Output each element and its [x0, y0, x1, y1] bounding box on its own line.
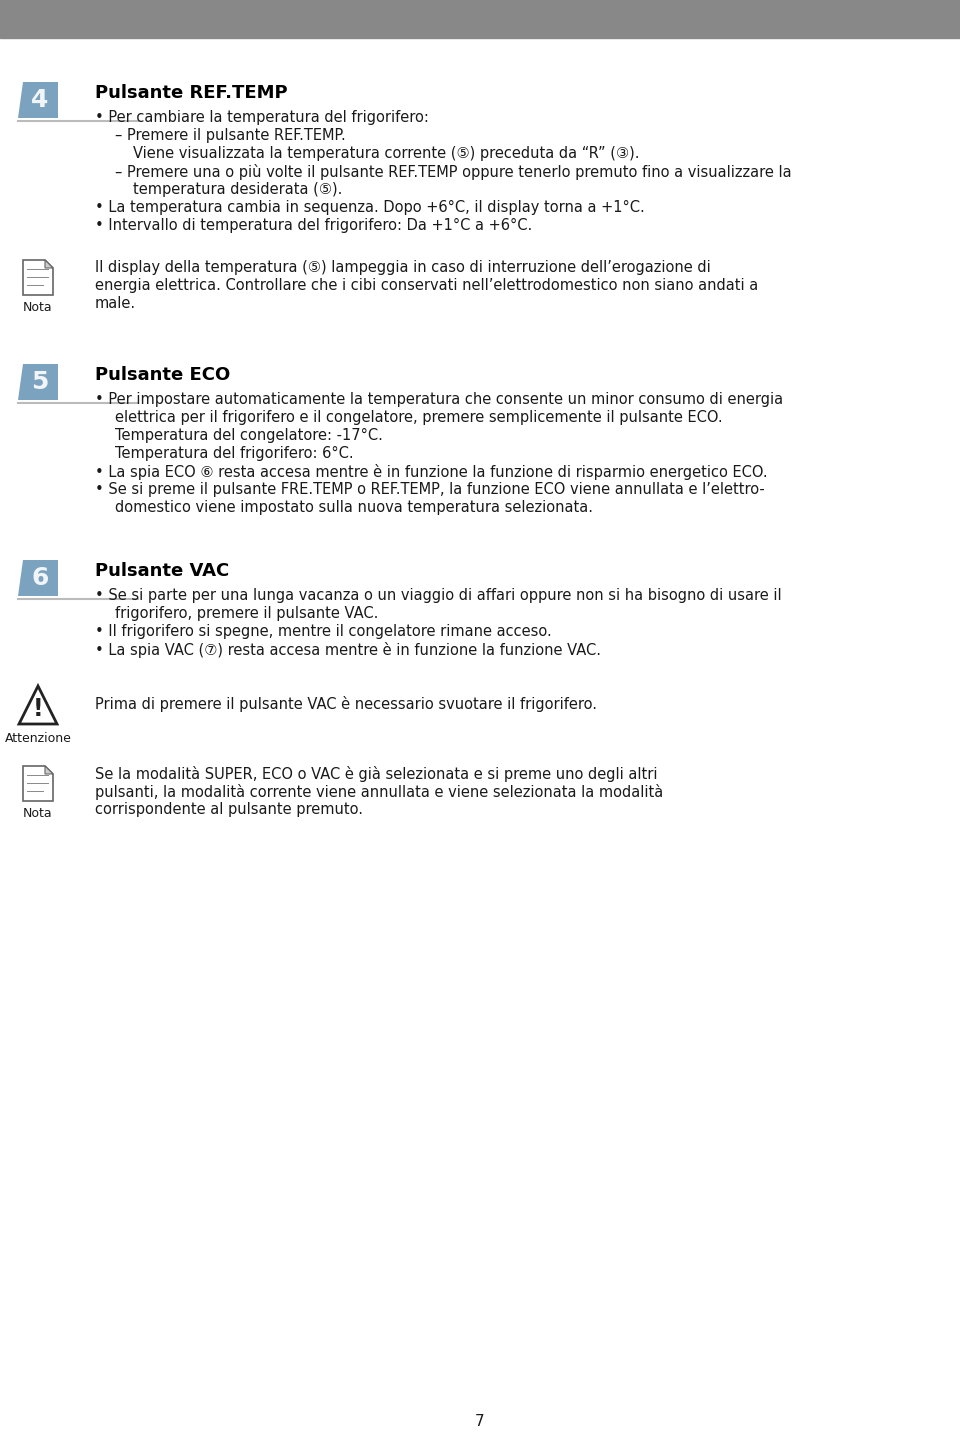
Text: 7: 7	[475, 1414, 485, 1430]
Text: Il display della temperatura (⑤) lampeggia in caso di interruzione dell’erogazio: Il display della temperatura (⑤) lampegg…	[95, 260, 710, 274]
Text: Nota: Nota	[23, 807, 53, 820]
Text: Viene visualizzata la temperatura corrente (⑤) preceduta da “R” (③).: Viene visualizzata la temperatura corren…	[133, 146, 639, 160]
Text: • Per cambiare la temperatura del frigorifero:: • Per cambiare la temperatura del frigor…	[95, 110, 429, 126]
Text: • Intervallo di temperatura del frigorifero: Da +1°C a +6°C.: • Intervallo di temperatura del frigorif…	[95, 218, 532, 232]
Polygon shape	[18, 364, 58, 400]
Text: male.: male.	[95, 296, 136, 310]
Text: Pulsante REF.TEMP: Pulsante REF.TEMP	[95, 84, 288, 103]
Text: frigorifero, premere il pulsante VAC.: frigorifero, premere il pulsante VAC.	[115, 606, 378, 621]
Text: Prima di premere il pulsante VAC è necessario svuotare il frigorifero.: Prima di premere il pulsante VAC è neces…	[95, 696, 597, 712]
Text: domestico viene impostato sulla nuova temperatura selezionata.: domestico viene impostato sulla nuova te…	[115, 500, 593, 516]
Polygon shape	[23, 260, 53, 295]
Text: • Se si preme il pulsante FRE.TEMP o REF.TEMP, la funzione ECO viene annullata e: • Se si preme il pulsante FRE.TEMP o REF…	[95, 482, 765, 497]
Text: Pulsante VAC: Pulsante VAC	[95, 562, 229, 580]
Text: • Per impostare automaticamente la temperatura che consente un minor consumo di : • Per impostare automaticamente la tempe…	[95, 391, 783, 407]
Text: – Premere il pulsante REF.TEMP.: – Premere il pulsante REF.TEMP.	[115, 129, 346, 143]
Text: elettrica per il frigorifero e il congelatore, premere semplicemente il pulsante: elettrica per il frigorifero e il congel…	[115, 410, 723, 425]
Polygon shape	[23, 765, 53, 801]
Text: 5: 5	[32, 370, 49, 394]
Text: 4: 4	[32, 88, 49, 113]
Text: pulsanti, la modalità corrente viene annullata e viene selezionata la modalità: pulsanti, la modalità corrente viene ann…	[95, 784, 663, 800]
Text: energia elettrica. Controllare che i cibi conservati nell’elettrodomestico non s: energia elettrica. Controllare che i cib…	[95, 279, 758, 293]
Text: Temperatura del congelatore: -17°C.: Temperatura del congelatore: -17°C.	[115, 427, 383, 443]
Text: Attenzione: Attenzione	[5, 732, 71, 745]
Text: !: !	[33, 697, 43, 721]
Text: Se la modalità SUPER, ECO o VAC è già selezionata e si preme uno degli altri: Se la modalità SUPER, ECO o VAC è già se…	[95, 765, 658, 783]
Text: • La temperatura cambia in sequenza. Dopo +6°C, il display torna a +1°C.: • La temperatura cambia in sequenza. Dop…	[95, 201, 645, 215]
Polygon shape	[45, 765, 53, 774]
Text: Pulsante ECO: Pulsante ECO	[95, 365, 230, 384]
Text: • La spia ECO ⑥ resta accesa mentre è in funzione la funzione di risparmio energ: • La spia ECO ⑥ resta accesa mentre è in…	[95, 464, 768, 479]
Text: corrispondente al pulsante premuto.: corrispondente al pulsante premuto.	[95, 801, 363, 817]
Text: • La spia VAC (⑦) resta accesa mentre è in funzione la funzione VAC.: • La spia VAC (⑦) resta accesa mentre è …	[95, 643, 601, 658]
Text: • Se si parte per una lunga vacanza o un viaggio di affari oppure non si ha biso: • Se si parte per una lunga vacanza o un…	[95, 588, 781, 604]
Text: temperatura desiderata (⑤).: temperatura desiderata (⑤).	[133, 182, 343, 196]
Text: Nota: Nota	[23, 300, 53, 313]
Polygon shape	[18, 560, 58, 596]
Text: Temperatura del frigorifero: 6°C.: Temperatura del frigorifero: 6°C.	[115, 446, 353, 461]
Text: • Il frigorifero si spegne, mentre il congelatore rimane acceso.: • Il frigorifero si spegne, mentre il co…	[95, 624, 552, 640]
Polygon shape	[18, 82, 58, 118]
Text: 6: 6	[32, 566, 49, 591]
Polygon shape	[45, 260, 53, 269]
Polygon shape	[19, 686, 57, 723]
Bar	[0, 0, 960, 38]
Text: – Premere una o più volte il pulsante REF.TEMP oppure tenerlo premuto fino a vis: – Premere una o più volte il pulsante RE…	[115, 165, 792, 180]
